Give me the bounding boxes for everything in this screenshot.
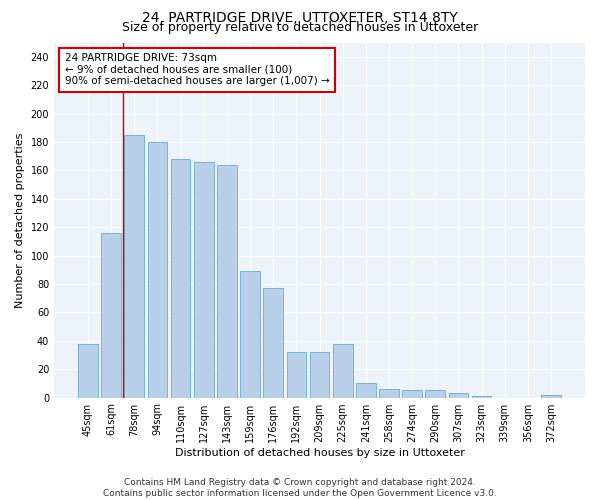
Y-axis label: Number of detached properties: Number of detached properties xyxy=(15,132,25,308)
Bar xyxy=(449,394,468,398)
X-axis label: Distribution of detached houses by size in Uttoxeter: Distribution of detached houses by size … xyxy=(175,448,464,458)
Text: 24 PARTRIDGE DRIVE: 73sqm
← 9% of detached houses are smaller (100)
90% of semi-: 24 PARTRIDGE DRIVE: 73sqm ← 9% of detach… xyxy=(65,53,329,86)
Bar xyxy=(402,390,422,398)
Bar xyxy=(171,159,190,398)
Bar xyxy=(541,394,561,398)
Bar xyxy=(472,396,491,398)
Bar xyxy=(263,288,283,398)
Bar xyxy=(148,142,167,398)
Text: Size of property relative to detached houses in Uttoxeter: Size of property relative to detached ho… xyxy=(122,21,478,34)
Bar xyxy=(124,135,144,398)
Bar xyxy=(194,162,214,398)
Bar xyxy=(240,271,260,398)
Text: Contains HM Land Registry data © Crown copyright and database right 2024.
Contai: Contains HM Land Registry data © Crown c… xyxy=(103,478,497,498)
Bar xyxy=(379,389,399,398)
Bar xyxy=(287,352,306,398)
Bar xyxy=(333,344,353,398)
Bar xyxy=(101,233,121,398)
Text: 24, PARTRIDGE DRIVE, UTTOXETER, ST14 8TY: 24, PARTRIDGE DRIVE, UTTOXETER, ST14 8TY xyxy=(142,11,458,25)
Bar xyxy=(217,164,237,398)
Bar xyxy=(310,352,329,398)
Bar xyxy=(356,384,376,398)
Bar xyxy=(78,344,98,398)
Bar xyxy=(425,390,445,398)
